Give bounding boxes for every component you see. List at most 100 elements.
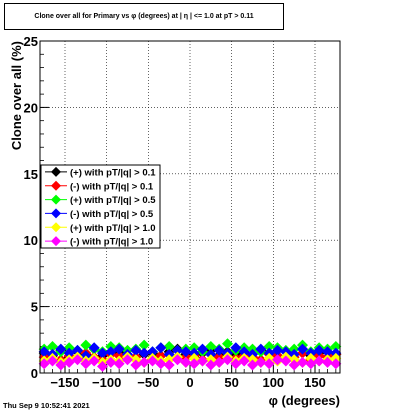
data-point — [238, 355, 250, 367]
data-point — [88, 355, 100, 367]
chart-title-box: Clone over all for Primary vs φ (degrees… — [4, 3, 284, 30]
data-point — [63, 356, 75, 368]
data-point — [205, 340, 217, 352]
x-tick-label: 150 — [304, 375, 326, 390]
data-point — [272, 354, 283, 366]
data-point — [38, 358, 50, 370]
x-tick-label: 0 — [186, 375, 193, 390]
data-point — [47, 355, 58, 367]
data-point — [163, 359, 175, 371]
legend-label: (-) with pT/|q| > 1.0 — [70, 237, 153, 248]
data-point — [63, 347, 75, 359]
data-point — [230, 342, 242, 354]
data-point — [222, 354, 233, 366]
data-point — [255, 356, 267, 368]
legend-marker — [51, 222, 61, 233]
data-point — [122, 354, 133, 366]
data-point — [255, 343, 267, 355]
y-tick-label: 5 — [31, 300, 38, 315]
data-point — [172, 354, 183, 366]
x-tick-label: −150 — [50, 375, 79, 390]
data-point — [213, 344, 225, 356]
data-point — [155, 342, 167, 354]
data-point — [297, 356, 308, 368]
data-point — [188, 358, 200, 370]
legend-box — [40, 164, 161, 249]
x-tick-label: −50 — [137, 375, 159, 390]
data-point — [72, 344, 83, 356]
data-point — [272, 344, 283, 356]
data-point — [330, 358, 342, 370]
data-point — [147, 355, 158, 367]
data-point — [38, 346, 50, 358]
legend-marker — [51, 194, 61, 205]
x-tick-label: 100 — [262, 375, 284, 390]
legend-marker — [51, 166, 61, 177]
data-point — [197, 355, 208, 367]
data-point — [305, 358, 317, 370]
data-point — [288, 359, 300, 371]
data-point — [313, 355, 325, 367]
chart-title: Clone over all for Primary vs φ (degrees… — [34, 13, 254, 20]
data-point — [147, 346, 158, 358]
data-point — [138, 356, 150, 368]
data-point — [263, 340, 275, 352]
data-point — [113, 343, 125, 355]
data-point — [105, 346, 117, 358]
data-point — [138, 347, 150, 359]
data-point — [163, 340, 175, 352]
data-point — [155, 358, 167, 370]
data-point — [322, 346, 333, 358]
legend-label: (-) with pT/|q| > 0.1 — [70, 181, 154, 192]
x-tick-label: −100 — [92, 375, 121, 390]
data-point — [172, 344, 183, 356]
data-point — [263, 358, 275, 370]
data-point — [330, 340, 342, 352]
data-point — [297, 343, 308, 355]
data-point — [222, 338, 233, 350]
data-point — [205, 359, 217, 371]
data-point — [47, 340, 58, 352]
data-point — [322, 356, 333, 368]
legend-label: (+) with pT/|q| > 1.0 — [70, 223, 156, 234]
x-axis-label: φ (degrees) — [269, 393, 340, 408]
data-point — [138, 339, 150, 351]
legend-label: (+) with pT/|q| > 0.1 — [70, 167, 156, 178]
series-5 — [38, 354, 342, 372]
y-tick-label: 20 — [24, 100, 38, 115]
plot-frame — [39, 40, 341, 374]
data-point — [97, 347, 108, 359]
timestamp: Thu Sep 9 10:52:41 2021 — [3, 401, 90, 410]
legend-marker — [51, 180, 61, 191]
y-axis-label: Clone over all (%) — [9, 41, 24, 150]
legend-marker — [51, 208, 61, 219]
data-point — [230, 358, 242, 370]
data-point — [113, 358, 125, 370]
legend-label: (-) with pT/|q| > 0.5 — [70, 209, 154, 220]
data-point — [80, 358, 92, 370]
data-point — [180, 346, 192, 358]
y-tick-label: 25 — [24, 34, 38, 49]
data-point — [105, 356, 117, 368]
data-point — [280, 355, 292, 367]
y-tick-label: 10 — [24, 233, 38, 248]
data-point — [72, 354, 83, 366]
data-point — [247, 359, 258, 371]
y-tick-label: 15 — [24, 167, 38, 182]
data-point — [80, 339, 92, 351]
data-point — [88, 342, 100, 354]
y-tick-label: 0 — [31, 366, 38, 381]
x-tick-label: 50 — [224, 375, 238, 390]
data-point — [55, 359, 67, 371]
data-point — [130, 359, 142, 371]
data-point — [313, 344, 325, 356]
data-point — [238, 346, 250, 358]
data-point — [180, 356, 192, 368]
legend-label: (+) with pT/|q| > 0.5 — [70, 195, 156, 206]
legend-marker — [51, 236, 61, 247]
data-point — [55, 343, 67, 355]
data-point — [130, 344, 142, 356]
data-point — [213, 356, 225, 368]
data-point — [197, 343, 208, 355]
